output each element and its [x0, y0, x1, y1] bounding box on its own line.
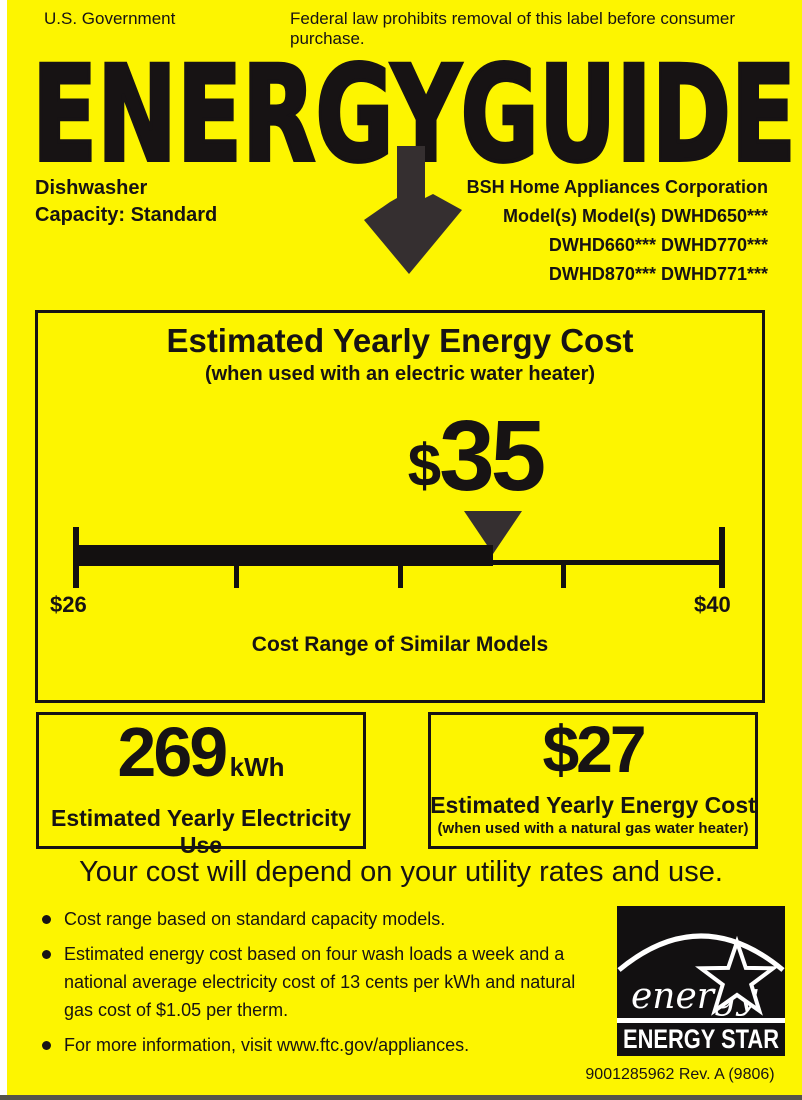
us-government-text: U.S. Government: [44, 9, 176, 28]
currency-symbol: $: [407, 432, 441, 499]
gas-cost-label: Estimated Yearly Energy Cost: [430, 792, 756, 818]
footnote-item: For more information, visit www.ftc.gov/…: [42, 1031, 602, 1059]
energy-star-wordmark: ENERGY STAR: [623, 1024, 779, 1054]
energyguide-logo-text: ENERGYGUIDE: [32, 54, 796, 174]
scale-right-endcap: [719, 527, 725, 588]
federal-law-notice: Federal law prohibits removal of this la…: [290, 9, 736, 48]
manufacturer-info: BSH Home Appliances Corporation Model(s)…: [390, 173, 768, 289]
electricity-label: Estimated Yearly Electricity Use: [50, 805, 352, 858]
electricity-use-box: [36, 712, 366, 849]
cost-range-axis-line: [75, 560, 723, 565]
footnote-item: Estimated energy cost based on four wash…: [42, 940, 602, 1024]
gas-cost-box: [428, 712, 758, 849]
product-info: Dishwasher Capacity: Standard: [35, 175, 217, 229]
bottom-edge-line: [0, 1095, 802, 1100]
footnote-item: Cost range based on standard capacity mo…: [42, 905, 602, 933]
energy-star-arc: [617, 933, 785, 972]
product-capacity: Capacity: Standard: [35, 204, 218, 226]
product-type: Dishwasher: [35, 177, 148, 199]
cost-box-title: Estimated Yearly Energy Cost: [166, 322, 634, 359]
down-arrow-icon: [364, 146, 462, 274]
gas-cost-amount: $27: [542, 712, 646, 786]
estimated-cost-value: $35: [275, 406, 675, 506]
revision-number: 9001285962 Rev. A (9806): [585, 1066, 775, 1083]
gas-cost-sublabel: (when used with a natural gas water heat…: [437, 820, 749, 837]
scale-min-label: $26: [50, 592, 87, 617]
scale-tick: [234, 563, 239, 588]
kwh-amount: 269: [117, 713, 228, 791]
model-line: Model(s) Model(s) DWHD650***: [502, 206, 768, 226]
yearly-energy-cost-box: [35, 310, 765, 703]
energy-star-logo: energy ENERGY STAR: [617, 906, 785, 1056]
star-icon: [695, 935, 779, 1016]
model-line: DWHD660*** DWHD770***: [548, 235, 768, 255]
scale-tick: [561, 563, 566, 588]
kwh-unit: kWh: [229, 752, 285, 782]
cost-amount: 35: [439, 400, 546, 512]
electricity-value: 269 kWh: [36, 716, 366, 788]
scale-caption: Cost Range of Similar Models: [251, 633, 549, 656]
energy-star-divider: [617, 1018, 785, 1023]
model-line: DWHD870*** DWHD771***: [548, 264, 768, 284]
utility-rates-disclaimer: Your cost will depend on your utility ra…: [79, 856, 723, 888]
scale-left-endcap: [73, 527, 79, 588]
scale-max-label: $40: [694, 592, 731, 617]
energyguide-logo: ENERGYGUIDE: [30, 54, 798, 174]
footnote-list: Cost range based on standard capacity mo…: [42, 905, 602, 1066]
scale-tick: [398, 563, 403, 588]
cost-box-subtitle: (when used with an electric water heater…: [204, 363, 596, 385]
left-edge-strip: [0, 0, 7, 1100]
manufacturer-name: BSH Home Appliances Corporation: [466, 177, 768, 197]
